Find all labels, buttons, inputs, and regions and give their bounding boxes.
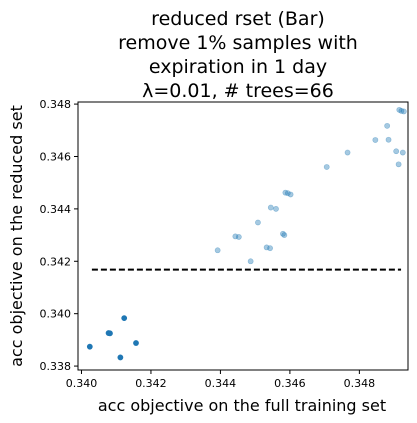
data-point bbox=[393, 148, 400, 155]
data-point bbox=[396, 106, 403, 113]
y-tick-label: 0.342 bbox=[40, 255, 72, 268]
y-tick-label: 0.348 bbox=[40, 98, 72, 111]
y-axis-label: acc objective on the reduced set bbox=[7, 105, 26, 367]
y-tick-label: 0.346 bbox=[40, 150, 72, 163]
data-point bbox=[263, 244, 270, 251]
data-point bbox=[398, 108, 405, 114]
data-point bbox=[273, 205, 279, 212]
data-point bbox=[117, 354, 124, 361]
data-point bbox=[86, 343, 93, 350]
y-tick-label: 0.344 bbox=[40, 203, 72, 216]
axis-ticks: 0.340 0.342 0.344 0.346 0.348 0.338 0.340 0.342… bbox=[40, 98, 376, 390]
data-points bbox=[86, 106, 407, 361]
y-tick-label: 0.340 bbox=[40, 308, 72, 321]
data-point bbox=[107, 330, 113, 337]
plot-area-frame bbox=[77, 101, 409, 371]
data-point bbox=[282, 189, 289, 196]
title-line-2: remove 1% samples with bbox=[118, 32, 358, 54]
data-point bbox=[395, 161, 402, 168]
data-point bbox=[255, 219, 261, 226]
title-line-1: reduced rset (Bar) bbox=[151, 8, 325, 30]
data-point bbox=[385, 136, 392, 143]
data-point bbox=[287, 191, 294, 198]
x-axis-label: acc objective on the full training set bbox=[98, 396, 386, 415]
data-point bbox=[281, 232, 288, 238]
data-point bbox=[284, 190, 291, 197]
data-point bbox=[400, 108, 407, 115]
title-line-4: λ=0.01, # trees=66 bbox=[142, 80, 334, 102]
data-point bbox=[267, 245, 273, 252]
data-point bbox=[232, 233, 239, 240]
y-tick-label: 0.338 bbox=[40, 360, 72, 373]
data-point bbox=[133, 340, 139, 346]
x-tick-label: 0.342 bbox=[135, 377, 167, 390]
data-point bbox=[214, 247, 221, 254]
data-point bbox=[399, 149, 406, 156]
x-tick-label: 0.346 bbox=[274, 377, 306, 390]
chart-title: reduced rset (Bar) remove 1% samples wit… bbox=[118, 8, 358, 102]
data-point bbox=[384, 122, 391, 129]
x-tick-label: 0.340 bbox=[66, 377, 98, 390]
x-tick-label: 0.348 bbox=[344, 377, 376, 390]
data-point bbox=[323, 164, 330, 170]
data-point bbox=[344, 149, 351, 156]
data-point bbox=[247, 258, 254, 265]
x-tick-label: 0.344 bbox=[205, 377, 237, 390]
data-point bbox=[372, 137, 379, 143]
data-point bbox=[235, 234, 242, 240]
data-point bbox=[267, 204, 274, 211]
data-point bbox=[280, 230, 286, 237]
title-line-3: expiration in 1 day bbox=[149, 56, 327, 78]
data-point bbox=[121, 315, 128, 322]
